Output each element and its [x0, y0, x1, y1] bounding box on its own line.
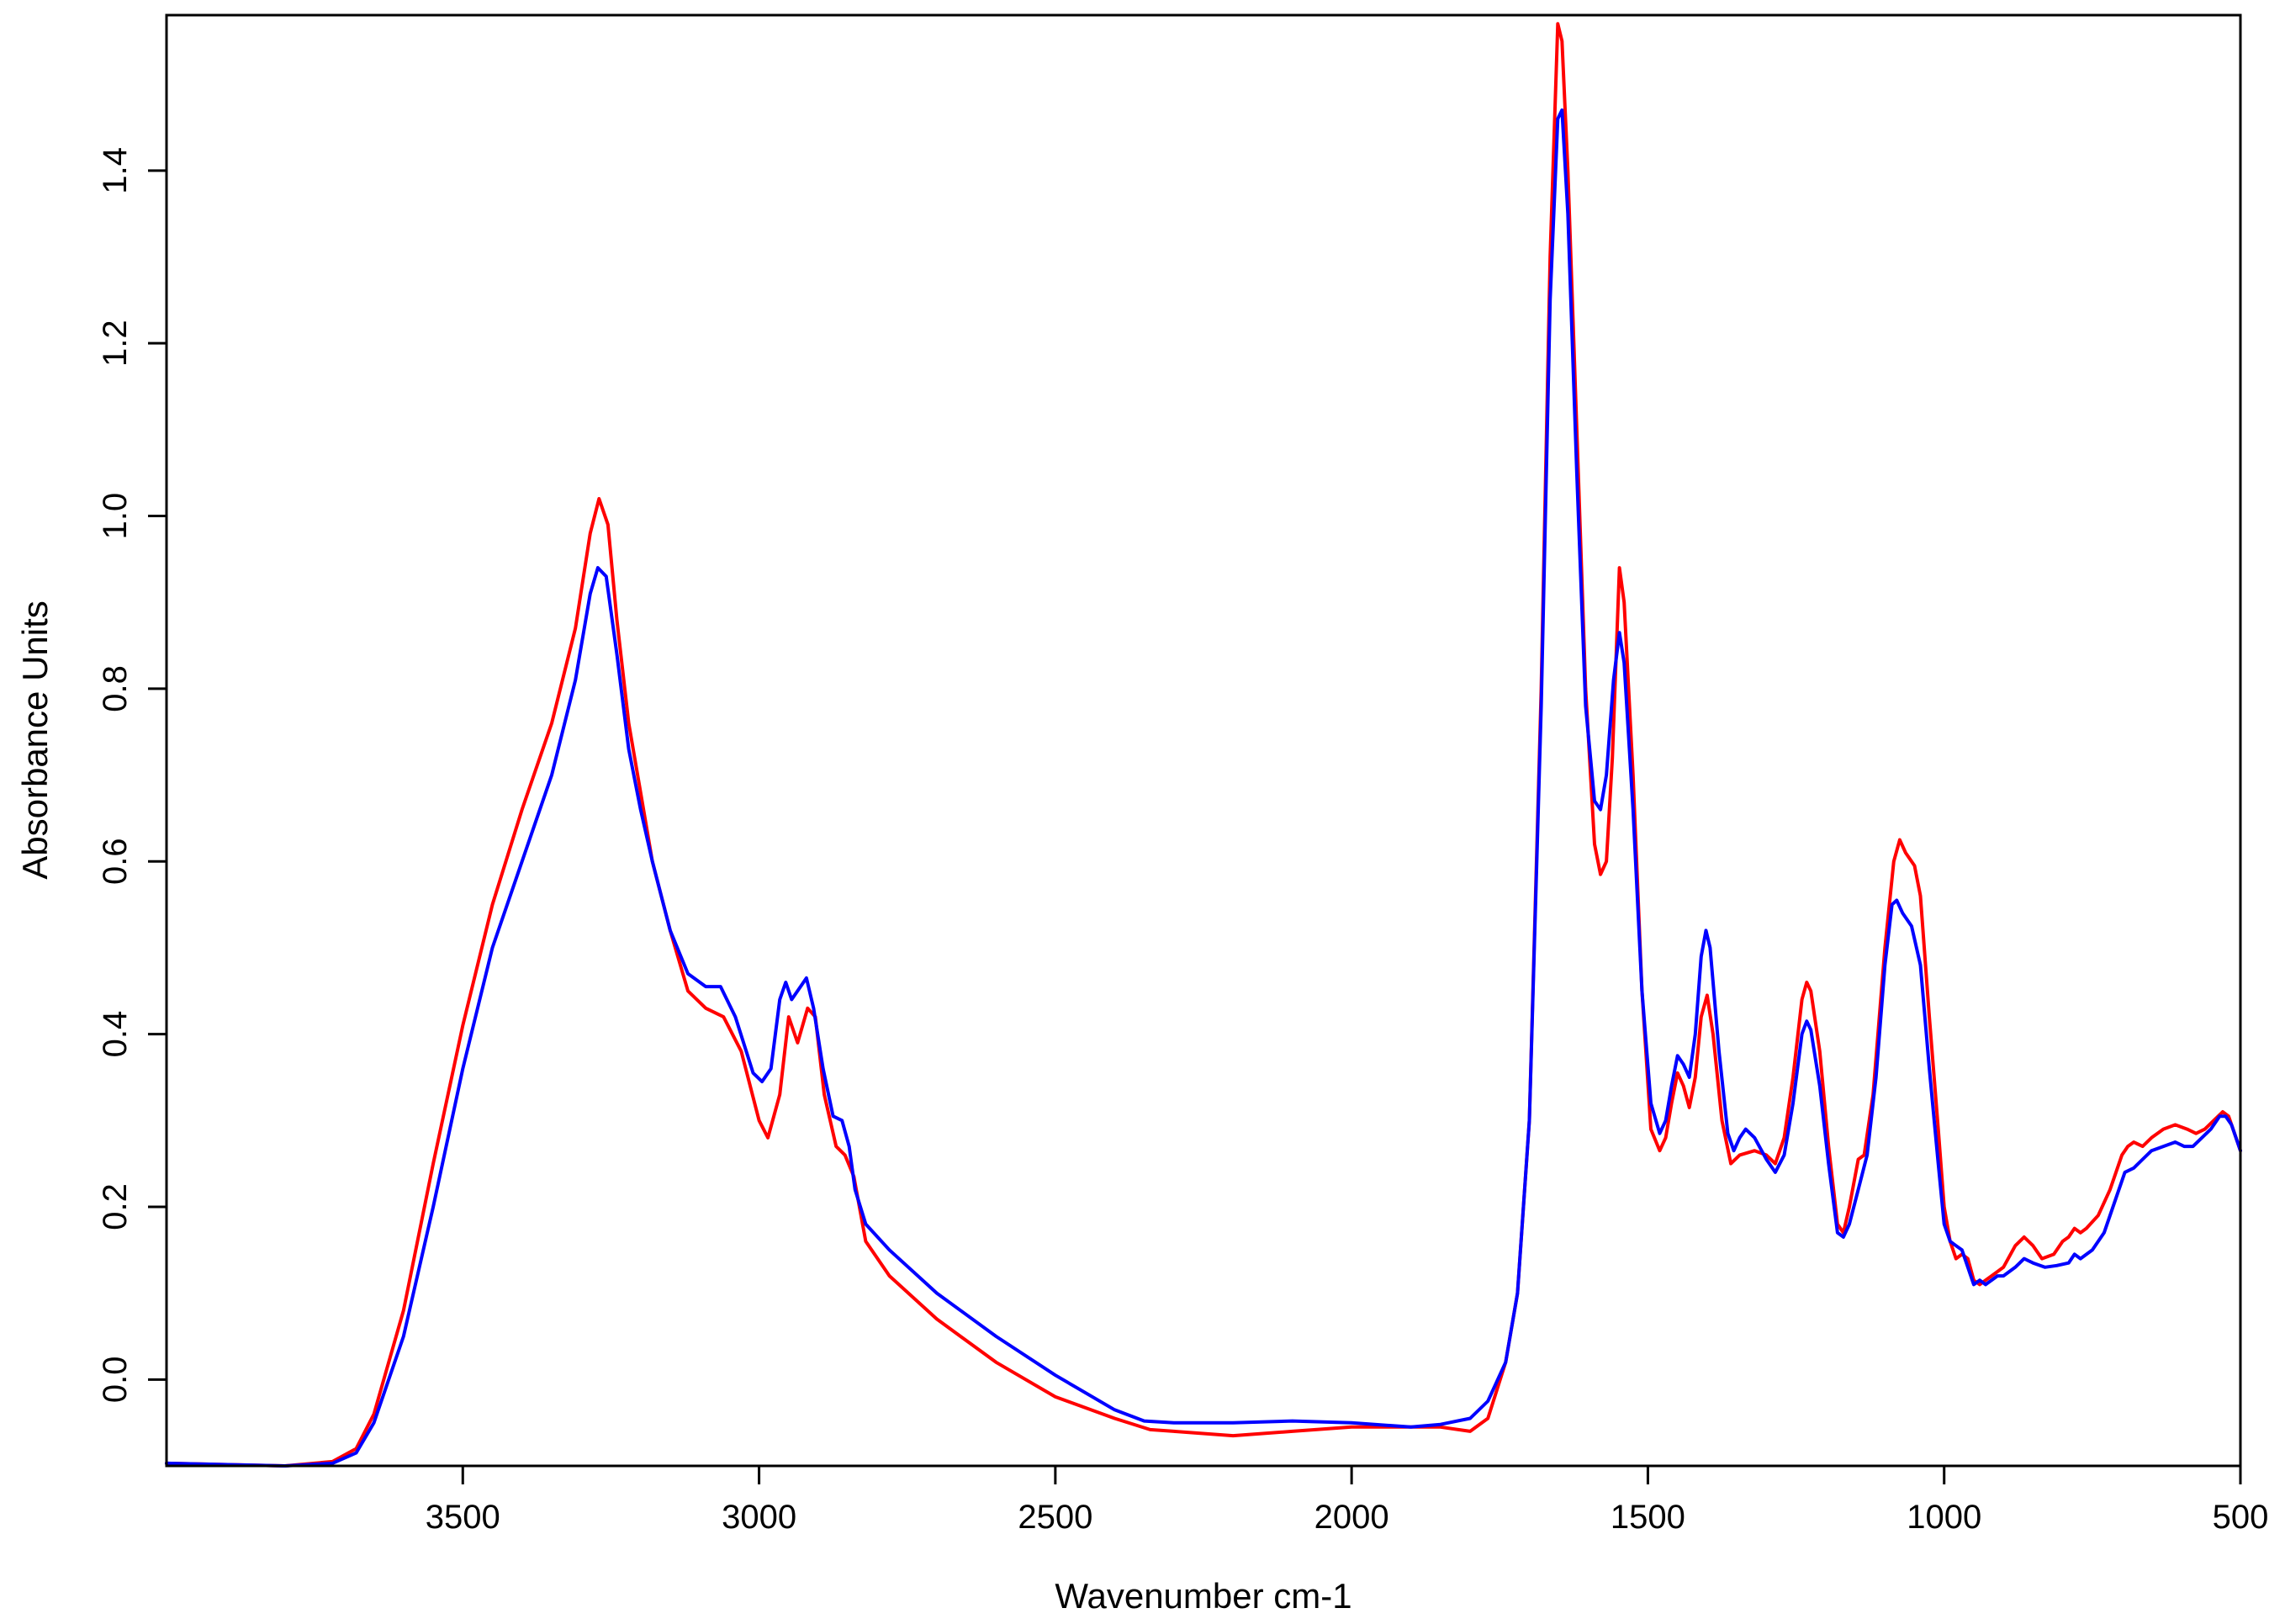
y-tick-label: 1.4: [97, 147, 134, 194]
y-tick-label: 0.0: [97, 1357, 134, 1404]
y-tick-label: 0.2: [97, 1183, 134, 1230]
x-tick-label: 2500: [1018, 1499, 1092, 1536]
y-tick-label: 1.0: [97, 493, 134, 540]
series-line-1: [165, 22, 2242, 1468]
x-axis-label: Wavenumber cm-1: [1055, 1576, 1351, 1616]
series-line-2: [165, 108, 2242, 1468]
x-tick-label: 2000: [1314, 1499, 1389, 1536]
x-axis: 3500 3000 2500 2000 1500 1000 500: [426, 1466, 2269, 1536]
y-axis: 0.0 0.2 0.4 0.6 0.8 1.0 1.2 1.4: [97, 147, 167, 1403]
x-tick-label: 500: [2213, 1499, 2269, 1536]
x-tick-label: 1000: [1907, 1499, 1981, 1536]
x-tick-label: 3000: [722, 1499, 796, 1536]
series-layer: [165, 22, 2242, 1468]
x-tick-label: 3500: [426, 1499, 500, 1536]
y-tick-label: 0.6: [97, 838, 134, 885]
plot-frame: [165, 13, 2242, 1468]
y-tick-label: 0.4: [97, 1011, 134, 1058]
y-tick-label: 1.2: [97, 320, 134, 367]
y-axis-label: Absorbance Units: [15, 600, 55, 880]
y-tick-label: 0.8: [97, 665, 134, 712]
x-tick-label: 1500: [1611, 1499, 1685, 1536]
